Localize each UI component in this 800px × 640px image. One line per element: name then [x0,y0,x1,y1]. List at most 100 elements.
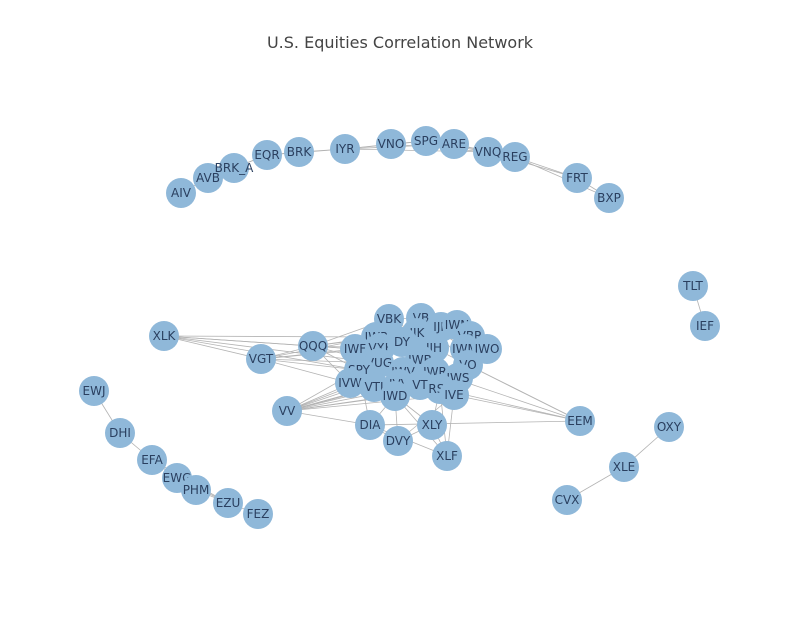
node-XLK[interactable]: XLK [149,321,179,351]
node-VNQ[interactable]: VNQ [473,137,503,167]
node-DIA[interactable]: DIA [355,410,385,440]
node-IVW[interactable]: IVW [335,368,365,398]
node-VV[interactable]: VV [272,396,302,426]
node-marker[interactable] [439,380,469,410]
node-CVX[interactable]: CVX [552,485,582,515]
node-marker[interactable] [272,396,302,426]
node-marker[interactable] [298,331,328,361]
node-REG[interactable]: REG [500,142,530,172]
node-label: AVB [196,171,220,185]
node-label: IWO [475,342,500,356]
node-XLE[interactable]: XLE [609,452,639,482]
node-marker[interactable] [193,163,223,193]
node-marker[interactable] [252,140,282,170]
node-marker[interactable] [690,311,720,341]
node-IYR[interactable]: IYR [330,134,360,164]
node-marker[interactable] [380,381,410,411]
node-label: VT [412,378,428,392]
node-marker[interactable] [219,153,249,183]
node-FEZ[interactable]: FEZ [243,499,273,529]
node-label: DY [394,335,411,349]
chart-title: U.S. Equities Correlation Network [266,33,534,52]
node-label: DHI [109,426,131,440]
node-label: IVW [338,376,362,390]
node-ARE[interactable]: ARE [439,129,469,159]
node-label: EWJ [83,384,106,398]
node-BRK_A[interactable]: BRK_A [215,153,254,183]
node-marker[interactable] [355,410,385,440]
node-EFA[interactable]: EFA [137,445,167,475]
node-QQQ[interactable]: QQQ [298,331,328,361]
node-IVE[interactable]: IVE [439,380,469,410]
node-marker[interactable] [105,418,135,448]
node-SPG[interactable]: SPG [411,126,441,156]
node-VGT[interactable]: VGT [246,344,276,374]
node-label: VBK [377,312,402,326]
node-FRT[interactable]: FRT [562,163,592,193]
edge-XLK-IWP [163,335,377,338]
node-marker[interactable] [594,183,624,213]
node-label: ARE [442,137,466,151]
node-marker[interactable] [243,499,273,529]
node-OXY[interactable]: OXY [654,412,684,442]
node-XLF[interactable]: XLF [432,441,462,471]
node-EWJ[interactable]: EWJ [79,376,109,406]
node-IEF[interactable]: IEF [690,311,720,341]
node-marker[interactable] [383,426,413,456]
edge-EEM-IVE [453,394,581,422]
node-marker[interactable] [79,376,109,406]
edge-VGT-SPY [260,358,360,371]
node-marker[interactable] [376,129,406,159]
node-label: VV [279,404,296,418]
node-marker[interactable] [411,126,441,156]
node-marker[interactable] [678,271,708,301]
node-marker[interactable] [166,178,196,208]
node-marker[interactable] [213,488,243,518]
node-IWD[interactable]: IWD [380,381,410,411]
node-label: IYR [335,142,354,156]
node-label: TLT [682,279,703,293]
node-marker[interactable] [417,410,447,440]
node-marker[interactable] [609,452,639,482]
node-label: AIV [171,186,192,200]
node-marker[interactable] [181,475,211,505]
edge-REG-BXP [514,156,610,199]
node-marker[interactable] [654,412,684,442]
node-marker[interactable] [137,445,167,475]
node-EZU[interactable]: EZU [213,488,243,518]
node-BRK[interactable]: BRK [284,137,314,167]
node-label: BXP [597,191,621,205]
node-marker[interactable] [552,485,582,515]
node-label: VNQ [475,145,502,159]
edge-XLK-VGT [163,335,262,360]
node-BXP[interactable]: BXP [594,183,624,213]
node-marker[interactable] [149,321,179,351]
node-label: EZU [216,496,241,510]
node-EQR[interactable]: EQR [252,140,282,170]
edge-EEM-DIA [369,420,581,426]
node-marker[interactable] [330,134,360,164]
node-label: IWD [383,389,408,403]
node-marker[interactable] [432,441,462,471]
node-marker[interactable] [246,344,276,374]
node-label: EFA [141,453,163,467]
node-DHI[interactable]: DHI [105,418,135,448]
node-TLT[interactable]: TLT [678,271,708,301]
node-VNO[interactable]: VNO [376,129,406,159]
node-marker[interactable] [473,137,503,167]
node-PHM[interactable]: PHM [181,475,211,505]
node-AVB[interactable]: AVB [193,163,223,193]
node-marker[interactable] [335,368,365,398]
node-DVY[interactable]: DVY [383,426,413,456]
node-XLY[interactable]: XLY [417,410,447,440]
node-marker[interactable] [562,163,592,193]
node-marker[interactable] [284,137,314,167]
node-label: FEZ [247,507,270,521]
node-EEM[interactable]: EEM [565,406,595,436]
node-marker[interactable] [565,406,595,436]
node-label: EQR [254,148,279,162]
node-marker[interactable] [439,129,469,159]
node-marker[interactable] [500,142,530,172]
node-AIV[interactable]: AIV [166,178,196,208]
